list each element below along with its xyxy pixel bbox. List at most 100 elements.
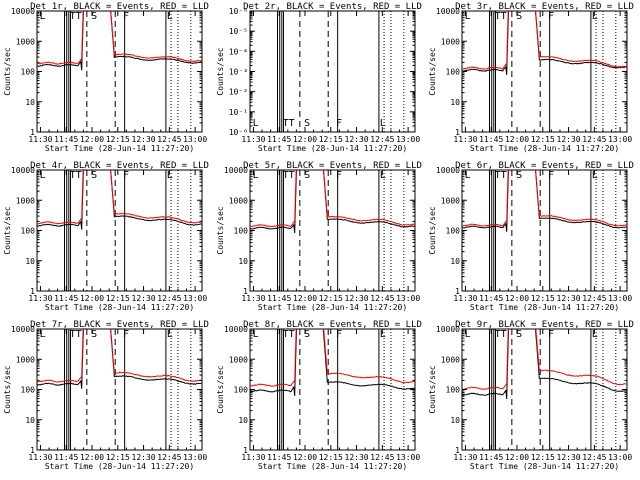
- plot-area: L TT S F L: [250, 329, 415, 450]
- x-tick-label: 11:30: [241, 135, 265, 144]
- x-tick-label: 11:45: [267, 135, 291, 144]
- x-tick-label: 11:30: [453, 294, 477, 303]
- x-tick-label: 12:15: [531, 294, 555, 303]
- x-tick-label: 11:45: [479, 294, 503, 303]
- panel-title: Det 7r, BLACK = Events, RED = LLD: [30, 320, 209, 330]
- events-series: [250, 170, 415, 234]
- x-tick-label: 12:15: [531, 453, 555, 462]
- x-tick-label: 12:45: [157, 294, 181, 303]
- y-tick-label: 1: [455, 128, 460, 137]
- y-tick-label: 10000: [224, 325, 248, 334]
- y-tick-label: 10: [238, 416, 248, 425]
- marker-label: L: [592, 170, 598, 181]
- x-tick-label: 12:45: [370, 294, 394, 303]
- x-axis-label: Start Time (28-Jun-14 11:27:20): [45, 303, 194, 312]
- x-tick-label: 13:00: [396, 453, 420, 462]
- x-tick-label: 13:00: [183, 135, 207, 144]
- y-tick-label: 10000: [11, 7, 35, 16]
- y-tick-label: 100: [446, 386, 461, 395]
- marker-label: L: [167, 329, 173, 340]
- x-tick-label: 11:45: [267, 294, 291, 303]
- lld-series: [462, 11, 627, 70]
- marker-label: L: [592, 11, 598, 22]
- y-tick-label: 10000: [436, 325, 460, 334]
- y-axis-label: Counts/sec: [428, 365, 437, 413]
- panel-title: Det 6r, BLACK = Events, RED = LLD: [455, 161, 634, 171]
- marker-label: TT: [70, 170, 82, 181]
- marker-label: L: [253, 118, 259, 129]
- x-tick-label: 11:45: [54, 135, 78, 144]
- x-tick-label: 11:30: [28, 453, 52, 462]
- y-tick-label: 10: [450, 98, 460, 107]
- marker-label: L: [253, 329, 259, 340]
- marker-label: TT: [495, 11, 507, 22]
- y-axis-label: Counts/sec: [216, 47, 225, 95]
- y-tick-label: 1: [30, 128, 35, 137]
- y-tick-label: 10⁻¹: [229, 108, 248, 117]
- marker-label: L: [380, 118, 386, 129]
- y-tick-label: 10⁻⁶: [229, 7, 248, 16]
- y-tick-label: 10: [450, 257, 460, 266]
- x-tick-label: 12:30: [132, 294, 156, 303]
- marker-label: L: [380, 170, 386, 181]
- y-axis-label: Counts/sec: [216, 206, 225, 254]
- y-tick-label: 10⁻⁰: [229, 128, 248, 137]
- y-axis-label: Counts/sec: [3, 206, 12, 254]
- marker-label: L: [40, 329, 46, 340]
- lld-series: [37, 170, 202, 225]
- marker-label: L: [465, 329, 471, 340]
- y-tick-label: 10: [450, 416, 460, 425]
- marker-label: L: [40, 11, 46, 22]
- plot-frame: [36, 328, 203, 451]
- events-series: [250, 329, 415, 396]
- x-tick-label: 12:00: [505, 135, 529, 144]
- y-tick-label: 1: [243, 287, 248, 296]
- lld-series: [250, 329, 415, 387]
- marker-label: F: [123, 170, 129, 181]
- x-tick-label: 12:45: [370, 453, 394, 462]
- x-tick-label: 12:30: [557, 294, 581, 303]
- x-tick-label: 12:15: [106, 135, 130, 144]
- marker-label: TT: [495, 170, 507, 181]
- y-tick-label: 1: [243, 446, 248, 455]
- plot-area: L TT S F L: [462, 11, 627, 132]
- x-tick-label: 11:30: [453, 135, 477, 144]
- marker-label: TT: [495, 329, 507, 340]
- x-tick-label: 12:00: [80, 294, 104, 303]
- marker-label: F: [336, 329, 342, 340]
- x-tick-label: 12:45: [157, 453, 181, 462]
- x-axis-label: Start Time (28-Jun-14 11:27:20): [258, 303, 407, 312]
- x-axis-label: Start Time (28-Jun-14 11:27:20): [45, 144, 194, 153]
- x-tick-label: 13:00: [608, 453, 632, 462]
- x-tick-label: 12:45: [157, 135, 181, 144]
- x-tick-label: 11:45: [267, 453, 291, 462]
- y-tick-label: 1: [30, 287, 35, 296]
- plot-area: L TT S F L: [37, 170, 202, 291]
- plot-area: L TT S F L: [250, 170, 415, 291]
- plot-frame: [461, 169, 628, 292]
- x-tick-label: 12:15: [319, 453, 343, 462]
- events-series: [462, 11, 627, 75]
- marker-label: TT: [70, 11, 82, 22]
- events-series: [37, 170, 202, 230]
- x-tick-label: 11:30: [241, 294, 265, 303]
- y-axis-label: Counts/sec: [3, 47, 12, 95]
- y-tick-label: 10000: [436, 7, 460, 16]
- plot-area: L TT S F L: [462, 329, 627, 450]
- marker-label: L: [40, 170, 46, 181]
- marker-label: TT: [70, 329, 82, 340]
- marker-label: L: [253, 170, 259, 181]
- panel-title: Det 1r, BLACK = Events, RED = LLD: [30, 2, 209, 12]
- marker-label: S: [91, 170, 97, 181]
- x-tick-label: 13:00: [608, 135, 632, 144]
- y-axis-label: Counts/sec: [3, 365, 12, 413]
- x-axis-label: Start Time (28-Jun-14 11:27:20): [258, 144, 407, 153]
- x-tick-label: 11:30: [28, 135, 52, 144]
- marker-label: S: [516, 329, 522, 340]
- marker-label: L: [465, 170, 471, 181]
